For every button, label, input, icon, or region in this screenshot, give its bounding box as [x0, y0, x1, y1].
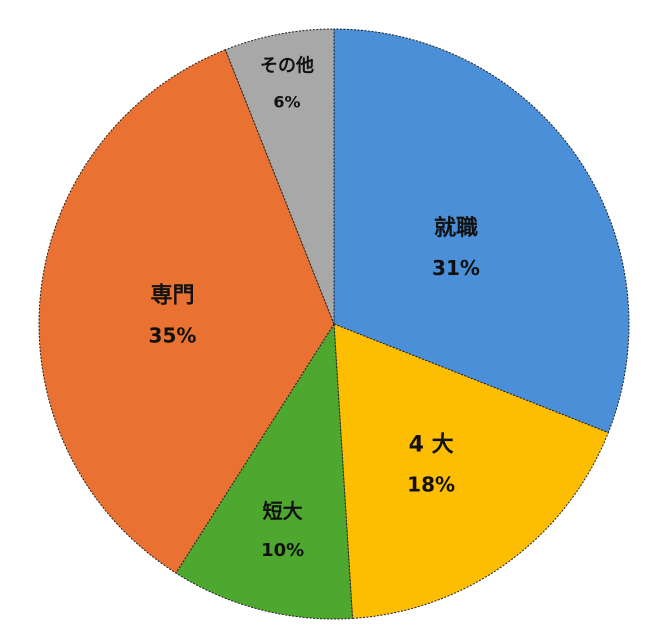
slice-value-label: 10%	[261, 540, 304, 561]
slice-label: 4 大	[409, 433, 454, 458]
pie-slice-0	[333, 28, 630, 434]
pie-slice-3	[38, 49, 335, 574]
slice-label: 専門	[150, 284, 194, 309]
slice-value-label: 35%	[149, 324, 197, 348]
slice-value-label: 6%	[273, 93, 300, 112]
slice-label: その他	[260, 55, 314, 77]
slice-label: 就職	[434, 215, 478, 241]
slice-value-label: 31%	[432, 256, 480, 280]
pie-slice-1	[333, 323, 609, 619]
slice-value-label: 18%	[407, 473, 455, 497]
slice-label: 短大	[263, 499, 303, 523]
pie-slice-2	[175, 322, 354, 620]
pie-slice-4	[224, 28, 335, 325]
